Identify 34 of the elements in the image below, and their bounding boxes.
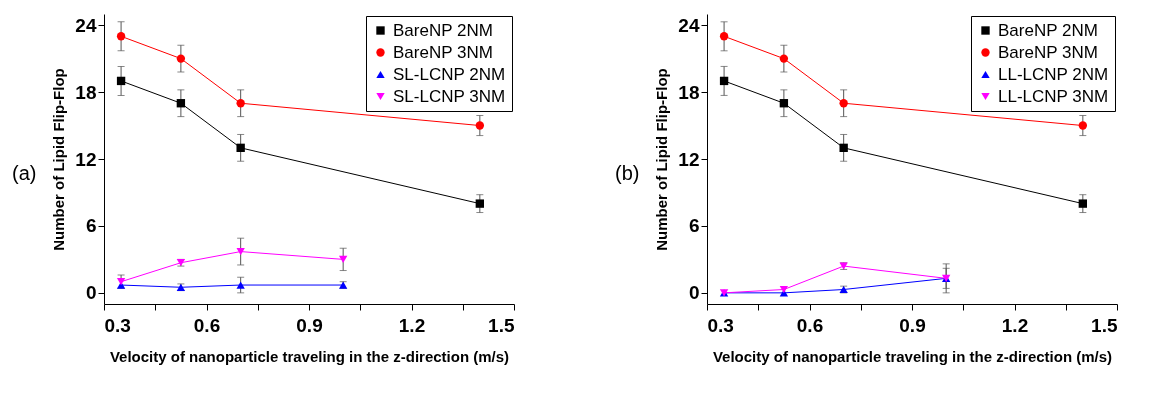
x-axis-title: Velocity of nanoparticle traveling in the z-direction (m/s) — [712, 347, 1113, 365]
y-tick-label: 6 — [688, 215, 700, 237]
y-tick-label: 0 — [688, 282, 700, 304]
legend-label: SL-LCNP 3NM — [393, 86, 506, 106]
legend-label: BareNP 2NM — [393, 20, 493, 40]
y-axis-title: Number of Lipid Flip-Flop — [50, 68, 68, 251]
y-tick-label: 12 — [75, 148, 97, 170]
x-tick-label: 1.5 — [488, 314, 515, 336]
y-tick-label: 6 — [85, 215, 97, 237]
x-tick-label: 0.3 — [707, 314, 734, 336]
y-tick-label: 24 — [75, 14, 97, 36]
legend-label: LL-LCNP 2NM — [998, 64, 1109, 84]
text: (b) — [615, 162, 640, 184]
x-tick-label: 0.6 — [796, 314, 824, 336]
x-tick-label: 0.9 — [296, 314, 323, 336]
y-tick-label: 24 — [678, 14, 700, 36]
legend-label: BareNP 3NM — [393, 42, 493, 62]
x-tick-label: 0.6 — [193, 314, 221, 336]
x-axis-title: Velocity of nanoparticle traveling in the z-direction (m/s) — [109, 347, 510, 365]
x-tick-label: 1.5 — [1091, 314, 1118, 336]
text: (a) — [12, 162, 37, 184]
y-tick-label: 18 — [678, 81, 700, 103]
x-tick-label: 0.3 — [104, 314, 131, 336]
y-tick-label: 18 — [75, 81, 97, 103]
y-tick-label: 0 — [85, 282, 97, 304]
legend-label: BareNP 2NM — [998, 20, 1098, 40]
x-tick-label: 1.2 — [1001, 314, 1029, 336]
y-tick-label: 12 — [678, 148, 700, 170]
legend-label: LL-LCNP 3NM — [998, 86, 1109, 106]
y-axis-title: Number of Lipid Flip-Flop — [653, 68, 671, 251]
legend-label: BareNP 3NM — [998, 42, 1098, 62]
x-tick-label: 0.9 — [899, 314, 926, 336]
legend-label: SL-LCNP 2NM — [393, 64, 506, 84]
x-tick-label: 1.2 — [398, 314, 426, 336]
